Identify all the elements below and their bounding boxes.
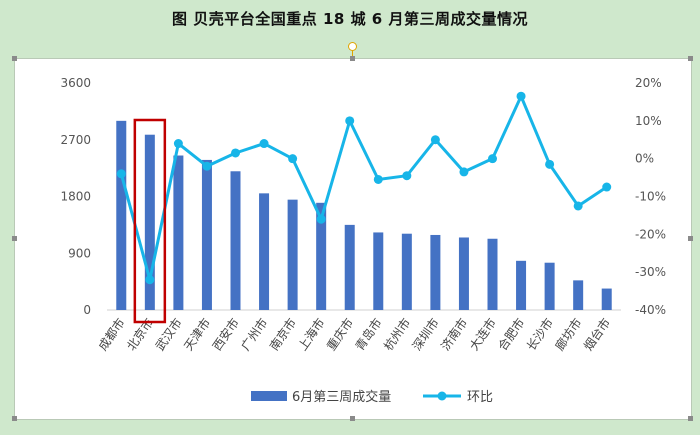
- resize-handle-tl[interactable]: [12, 56, 17, 61]
- bar: [601, 288, 612, 310]
- combo-chart: 0 900 1800 2700 3600 -40% -30% -20% -10% 0% 10% 20…: [60, 76, 666, 405]
- right-tick-label: -40%: [635, 303, 666, 317]
- rotate-handle[interactable]: [348, 42, 357, 51]
- x-tick-label: 重庆市: [323, 315, 356, 353]
- right-tick-label: -20%: [635, 227, 666, 241]
- highlight-rect: [133, 118, 167, 324]
- line-point: [430, 135, 440, 145]
- legend-line-label: 环比: [467, 390, 493, 405]
- bar: [516, 260, 527, 310]
- line-point: [259, 139, 269, 149]
- line-point: [116, 169, 126, 179]
- legend-bar-label: 6月第三周成交量: [292, 389, 391, 405]
- left-tick-label: 900: [68, 246, 91, 260]
- bar: [430, 234, 441, 310]
- resize-handle-bl[interactable]: [12, 416, 17, 421]
- bar-series: [116, 120, 612, 310]
- resize-handle-bc[interactable]: [350, 416, 355, 421]
- right-tick-label: -30%: [635, 265, 666, 279]
- x-tick-label: 济南市: [437, 315, 470, 353]
- bar: [201, 159, 212, 310]
- rotate-handle-stem: [352, 50, 353, 58]
- line-point: [345, 116, 355, 126]
- line-point: [516, 91, 526, 101]
- left-tick-label: 2700: [60, 133, 91, 147]
- x-tick-label: 烟台市: [580, 315, 613, 353]
- bar: [230, 171, 241, 310]
- bar: [401, 233, 412, 310]
- legend: 6月第三周成交量 环比: [251, 389, 493, 405]
- left-tick-label: 0: [83, 303, 91, 317]
- x-tick-label: 廊坊市: [552, 315, 585, 353]
- highlight-box: [133, 118, 167, 324]
- left-tick-label: 1800: [60, 190, 91, 204]
- line-point: [488, 154, 497, 164]
- bar: [458, 237, 469, 310]
- left-axis-ticks: 0 900 1800 2700 3600: [60, 76, 91, 317]
- resize-handle-tc[interactable]: [350, 56, 355, 61]
- bar: [259, 193, 270, 310]
- x-tick-label: 青岛市: [352, 315, 385, 353]
- bar: [573, 280, 584, 310]
- resize-handle-br[interactable]: [688, 416, 693, 421]
- bar: [287, 199, 298, 310]
- line-point: [373, 174, 383, 184]
- x-tick-label: 广州市: [238, 315, 271, 353]
- bar: [116, 120, 127, 310]
- line-point: [602, 182, 612, 192]
- line-point: [573, 201, 583, 211]
- legend-line-marker: [437, 391, 447, 401]
- legend-bar-swatch: [251, 391, 287, 401]
- line-point: [173, 139, 183, 149]
- chart-frame[interactable]: 0 900 1800 2700 3600 -40% -30% -20% -10% 0% 10% 20…: [14, 58, 692, 420]
- x-tick-label: 西安市: [209, 315, 242, 353]
- chart-title: 图 贝壳平台全国重点 18 城 6 月第三周成交量情况: [172, 10, 528, 28]
- bar: [316, 202, 327, 310]
- bar: [487, 238, 498, 310]
- left-tick-label: 3600: [60, 76, 91, 90]
- x-tick-label: 杭州市: [380, 315, 413, 353]
- line-point: [459, 167, 469, 177]
- right-tick-label: -10%: [635, 190, 666, 204]
- right-tick-label: 0%: [635, 152, 654, 166]
- bar: [373, 232, 384, 310]
- x-tick-label: 成都市: [95, 315, 128, 353]
- x-tick-label: 深圳市: [409, 315, 442, 353]
- bar: [144, 134, 155, 310]
- x-tick-label: 长沙市: [523, 315, 556, 353]
- line-point: [231, 148, 240, 158]
- line-point: [402, 171, 412, 181]
- bar: [173, 155, 184, 310]
- x-tick-label: 合肥市: [495, 315, 528, 353]
- x-axis-labels: 成都市北京市武汉市天津市西安市广州市南京市上海市重庆市青岛市杭州市深圳市济南市大…: [95, 315, 613, 353]
- x-tick-label: 南京市: [266, 315, 299, 353]
- right-tick-label: 20%: [635, 76, 662, 90]
- bar: [344, 224, 355, 310]
- right-tick-label: 10%: [635, 114, 662, 128]
- resize-handle-mr[interactable]: [688, 236, 693, 241]
- line-point: [202, 161, 212, 171]
- resize-handle-tr[interactable]: [688, 56, 693, 61]
- line-point: [316, 214, 326, 224]
- line-path: [119, 94, 608, 282]
- x-tick-label: 上海市: [295, 315, 328, 353]
- resize-handle-ml[interactable]: [12, 236, 17, 241]
- line-point: [288, 154, 298, 164]
- line-series: [116, 91, 612, 285]
- bar: [544, 262, 555, 310]
- x-tick-label: 大连市: [466, 315, 499, 353]
- right-axis-ticks: -40% -30% -20% -10% 0% 10% 20%: [635, 76, 666, 317]
- x-tick-label: 天津市: [180, 315, 213, 353]
- line-point: [545, 159, 555, 169]
- line-point: [145, 275, 155, 285]
